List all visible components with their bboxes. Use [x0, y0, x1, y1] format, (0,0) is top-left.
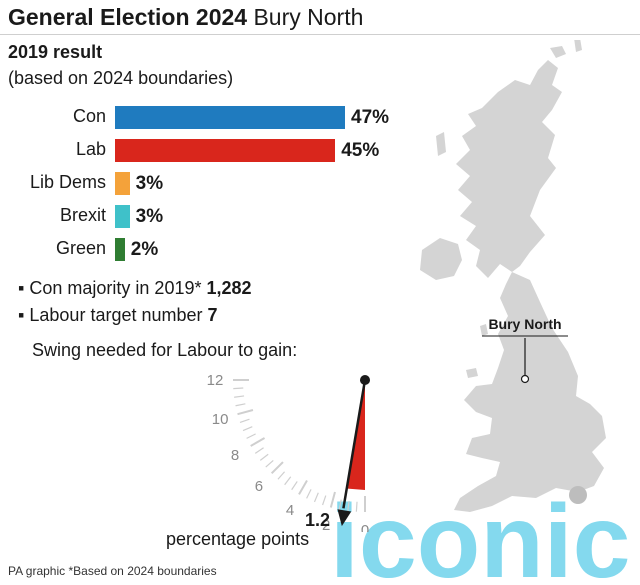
bar-label-lib-dems: Lib Dems: [29, 172, 106, 192]
gauge-tick: [270, 461, 284, 475]
gauge-tick: [322, 495, 327, 506]
gauge-tick: [233, 387, 244, 390]
title-main: General Election 2024: [8, 4, 248, 30]
bar-value-lib-dems: 3%: [135, 173, 164, 194]
bar-value-con: 47%: [351, 107, 390, 128]
majority-fact: ▪ Con majority in 2019* 1,282: [18, 278, 252, 299]
gauge-tick: [298, 479, 308, 495]
bar-brexit: [115, 205, 130, 228]
gauge-tick-label: 2: [322, 517, 330, 532]
gauge-tick: [242, 426, 253, 432]
map-label: Bury North: [488, 316, 561, 332]
gauge-arrowhead: [337, 509, 352, 527]
gauge-tick: [239, 418, 250, 423]
bar-label-lab: Lab: [75, 139, 106, 159]
gauge-tick-label: 12: [207, 372, 224, 389]
bar-label-green: Green: [55, 238, 106, 258]
target-label: Labour target number: [29, 305, 203, 325]
swing-value: 1.2: [305, 510, 331, 530]
gauge-tick: [259, 453, 269, 461]
watermark-text: iconic: [330, 485, 630, 585]
majority-label: Con majority in 2019*: [29, 278, 202, 298]
gauge-tick: [246, 433, 256, 439]
result-heading: 2019 result: [8, 42, 103, 62]
gauge-tick-label: 8: [231, 447, 239, 464]
gauge-tick: [235, 403, 246, 407]
bullet-icon: ▪: [18, 278, 30, 298]
bar-lib-dems: [115, 172, 130, 195]
footnote: PA graphic *Based on 2024 boundaries: [8, 564, 217, 578]
gauge-tick: [306, 489, 312, 499]
gauge-tick: [250, 437, 266, 447]
gauge-pivot: [360, 375, 370, 385]
iconic-watermark: iconic: [330, 485, 630, 585]
map-shetland: [574, 40, 582, 52]
map-scotland: [456, 60, 562, 278]
swing-heading: Swing needed for Labour to gain:: [32, 340, 298, 360]
target-value: 7: [207, 305, 218, 325]
bar-value-lab: 45%: [341, 140, 380, 161]
gauge-tick-label: 4: [286, 502, 294, 519]
uk-landmass: [420, 40, 606, 512]
target-fact: ▪ Labour target number 7: [18, 305, 218, 326]
map-orkney: [550, 46, 566, 58]
gauge-tick: [338, 499, 342, 510]
bar-value-brexit: 3%: [135, 206, 164, 227]
majority-value: 1,282: [206, 278, 252, 298]
title-constituency: Bury North: [253, 4, 364, 30]
swing-unit: percentage points: [166, 529, 310, 549]
bar-green: [115, 238, 125, 261]
gauge-tick-label: 6: [255, 478, 263, 495]
swing-gauge: 12 10 86 4 2 0: [207, 372, 370, 532]
map-england-wales: [454, 272, 606, 512]
gauge-tick-label: 10: [212, 411, 229, 428]
map-london-marker: [569, 486, 587, 504]
map-anglesey: [466, 368, 478, 378]
gauge-tick: [277, 471, 286, 480]
page-title: General Election 2024 Bury North: [8, 4, 363, 31]
map-isle-of-man: [480, 324, 488, 336]
gauge-tick: [291, 481, 298, 491]
gauge-tick: [355, 501, 358, 512]
bar-label-brexit: Brexit: [59, 205, 106, 225]
bury-north-marker: [520, 374, 530, 384]
title-divider: [0, 34, 640, 35]
gauge-tick: [237, 409, 254, 416]
gauge-tick: [284, 476, 292, 486]
gauge-tick-label: 0: [361, 522, 369, 532]
bar-value-green: 2%: [130, 239, 159, 260]
map-hebrides: [436, 132, 446, 156]
gauge-tick: [234, 395, 245, 398]
gauge-tick: [265, 459, 274, 468]
bar-lab: [115, 139, 336, 162]
result-subheading: (based on 2024 boundaries): [8, 68, 234, 88]
map-northern-ireland: [420, 238, 462, 280]
gauge-tick: [254, 447, 264, 454]
gauge-tick: [313, 492, 319, 503]
gauge-tick-labels: 12 10 86 4 2 0: [207, 372, 370, 532]
gauge-tick: [329, 491, 336, 508]
bar-con: [115, 106, 345, 129]
gauge-needle: [342, 379, 367, 509]
gauge-ticks: [233, 379, 366, 512]
bullet-icon: ▪: [18, 305, 30, 325]
bar-label-con: Con: [72, 106, 106, 126]
uk-map: Bury North: [420, 40, 606, 512]
gauge-tick: [347, 500, 350, 511]
